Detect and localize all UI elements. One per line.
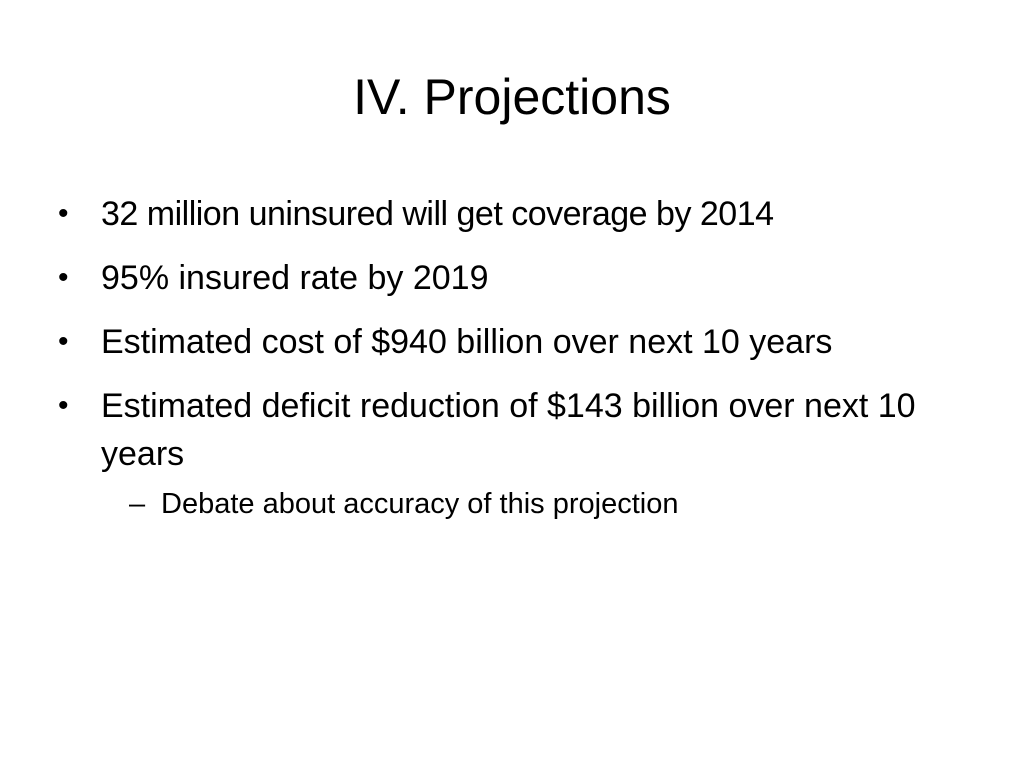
bullet-item: • 95% insured rate by 2019 — [58, 254, 978, 302]
bullet-item: • Estimated deficit reduction of $143 bi… — [58, 382, 978, 524]
bullet-dot-icon: • — [58, 261, 69, 294]
bullet-item: • Estimated cost of $940 billion over ne… — [58, 318, 978, 366]
bullet-item: • 32 million uninsured will get coverage… — [58, 190, 978, 238]
dash-icon: – — [129, 488, 146, 520]
bullet-dot-icon: • — [58, 197, 69, 230]
bullet-text: Estimated cost of $940 billion over next… — [101, 323, 833, 361]
bullet-list: • 32 million uninsured will get coverage… — [58, 190, 978, 540]
bullet-text: 95% insured rate by 2019 — [101, 259, 489, 297]
sub-bullet-list: – Debate about accuracy of this projecti… — [101, 484, 978, 524]
bullet-text: Estimated deficit reduction of $143 bill… — [101, 387, 916, 473]
sub-bullet-text: Debate about accuracy of this projection — [161, 488, 679, 520]
bullet-dot-icon: • — [58, 325, 69, 358]
sub-bullet-item: – Debate about accuracy of this projecti… — [101, 484, 978, 524]
slide-title: IV. Projections — [353, 69, 671, 125]
bullet-dot-icon: • — [58, 389, 69, 422]
bullet-text: 32 million uninsured will get coverage b… — [101, 195, 774, 233]
